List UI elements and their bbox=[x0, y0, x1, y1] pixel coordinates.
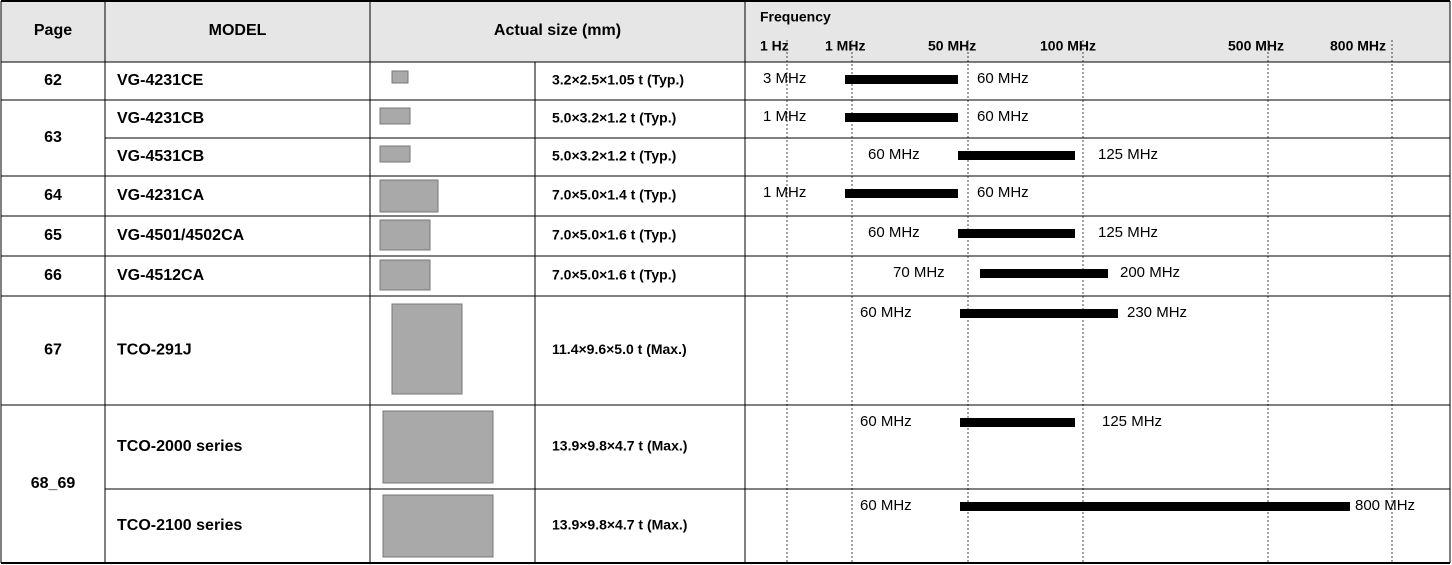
model-cell: VG-4531CB bbox=[117, 148, 204, 165]
frequency-min: 1 MHz bbox=[763, 108, 806, 125]
frequency-bar bbox=[960, 502, 1350, 511]
component-photo bbox=[379, 179, 439, 213]
frequency-max: 60 MHz bbox=[977, 108, 1029, 125]
page-cell: 63 bbox=[44, 129, 62, 146]
scale-label: 500 MHz bbox=[1228, 38, 1284, 54]
frequency-max: 60 MHz bbox=[977, 184, 1029, 201]
frequency-max: 200 MHz bbox=[1120, 264, 1180, 281]
header-cell: Page bbox=[34, 22, 72, 39]
size-cell: 13.9×9.8×4.7 t (Max.) bbox=[552, 438, 687, 454]
model-cell: TCO-2000 series bbox=[117, 438, 243, 455]
page-cell: 64 bbox=[44, 187, 62, 204]
size-cell: 7.0×5.0×1.4 t (Typ.) bbox=[552, 187, 676, 203]
model-cell: VG-4231CE bbox=[117, 72, 204, 89]
size-cell: 5.0×3.2×1.2 t (Typ.) bbox=[552, 148, 676, 164]
header-bg bbox=[1, 1, 1450, 62]
size-cell: 13.9×9.8×4.7 t (Max.) bbox=[552, 517, 687, 533]
component-photo bbox=[391, 303, 463, 395]
frequency-max: 800 MHz bbox=[1355, 497, 1415, 514]
page-cell: 68_69 bbox=[31, 475, 76, 492]
frequency-min: 60 MHz bbox=[868, 224, 920, 241]
scale-label: 100 MHz bbox=[1040, 38, 1096, 54]
size-cell: 7.0×5.0×1.6 t (Typ.) bbox=[552, 267, 676, 283]
frequency-bar bbox=[845, 75, 958, 84]
model-cell: TCO-291J bbox=[117, 342, 192, 359]
frequency-min: 1 MHz bbox=[763, 184, 806, 201]
component-photo bbox=[379, 259, 431, 291]
model-cell: TCO-2100 series bbox=[117, 517, 243, 534]
frequency-min: 70 MHz bbox=[893, 264, 945, 281]
header-cell: MODEL bbox=[209, 22, 267, 39]
model-cell: VG-4512CA bbox=[117, 267, 205, 284]
header-cell: Actual size (mm) bbox=[494, 22, 621, 39]
frequency-min: 3 MHz bbox=[763, 70, 806, 87]
scale-label: 50 MHz bbox=[928, 38, 976, 54]
model-cell: VG-4231CB bbox=[117, 110, 204, 127]
frequency-bar bbox=[958, 151, 1075, 160]
component-photo bbox=[382, 410, 494, 484]
page-cell: 66 bbox=[44, 267, 62, 284]
size-cell: 3.2×2.5×1.05 t (Typ.) bbox=[552, 72, 684, 88]
size-cell: 11.4×9.6×5.0 t (Max.) bbox=[552, 341, 687, 357]
frequency-max: 125 MHz bbox=[1102, 413, 1162, 430]
frequency-min: 60 MHz bbox=[860, 497, 912, 514]
page-cell: 62 bbox=[44, 72, 62, 89]
frequency-bar bbox=[980, 269, 1108, 278]
model-cell: VG-4501/4502CA bbox=[117, 227, 245, 244]
scale-label: 800 MHz bbox=[1330, 38, 1386, 54]
frequency-max: 125 MHz bbox=[1098, 146, 1158, 163]
component-photo bbox=[379, 107, 411, 125]
frequency-max: 60 MHz bbox=[977, 70, 1029, 87]
size-cell: 7.0×5.0×1.6 t (Typ.) bbox=[552, 227, 676, 243]
component-photo bbox=[382, 494, 494, 558]
frequency-bar bbox=[845, 113, 958, 122]
frequency-min: 60 MHz bbox=[860, 304, 912, 321]
component-photo bbox=[379, 219, 431, 251]
frequency-min: 60 MHz bbox=[868, 146, 920, 163]
component-photo bbox=[379, 145, 411, 163]
frequency-bar bbox=[960, 418, 1075, 427]
frequency-max: 125 MHz bbox=[1098, 224, 1158, 241]
page-cell: 67 bbox=[44, 342, 62, 359]
frequency-max: 230 MHz bbox=[1127, 304, 1187, 321]
header-cell: Frequency bbox=[760, 9, 831, 25]
size-cell: 5.0×3.2×1.2 t (Typ.) bbox=[552, 110, 676, 126]
model-cell: VG-4231CA bbox=[117, 187, 205, 204]
frequency-min: 60 MHz bbox=[860, 413, 912, 430]
scale-label: 1 Hz bbox=[760, 38, 789, 54]
scale-label: 1 MHz bbox=[825, 38, 865, 54]
frequency-bar bbox=[960, 309, 1118, 318]
component-photo bbox=[391, 70, 409, 84]
frequency-bar bbox=[958, 229, 1075, 238]
frequency-bar bbox=[845, 189, 958, 198]
page-cell: 65 bbox=[44, 227, 62, 244]
